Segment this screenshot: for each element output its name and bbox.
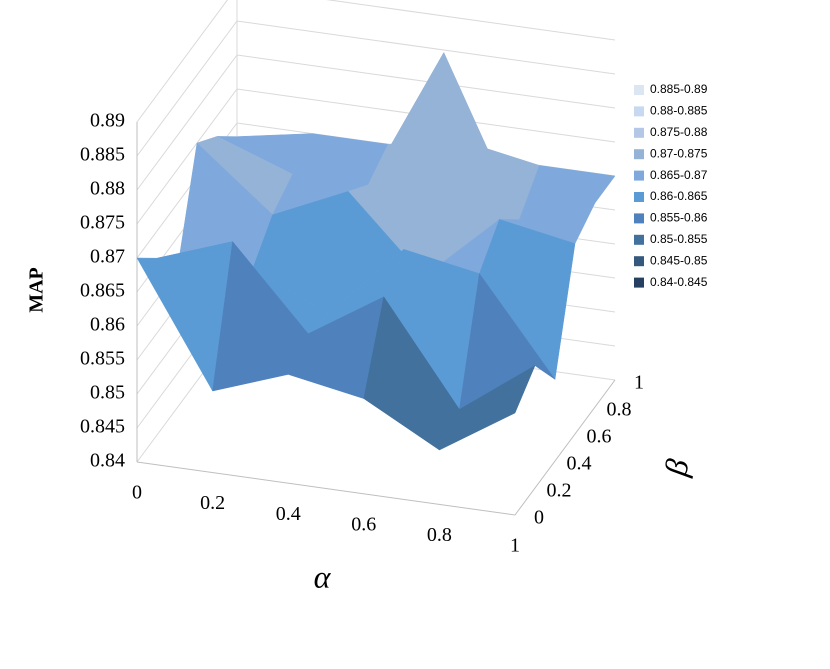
z-tick-label: 0.86 bbox=[90, 314, 125, 336]
z-tick-label: 0.875 bbox=[80, 212, 125, 234]
legend-swatch bbox=[634, 127, 644, 138]
x-tick-label: 0.2 bbox=[200, 492, 225, 514]
legend-swatch bbox=[634, 149, 644, 160]
z-tick-label: 0.88 bbox=[90, 178, 125, 200]
y-tick-label: 1 bbox=[634, 372, 644, 394]
y-tick-label: 0.8 bbox=[607, 399, 632, 421]
x-tick-label: 0.6 bbox=[351, 513, 376, 535]
y-tick-label: 0.4 bbox=[567, 453, 592, 475]
legend-label: 0.87-0.875 bbox=[650, 146, 708, 160]
grid-line bbox=[136, 20, 616, 157]
z-tick-label: 0.87 bbox=[90, 246, 125, 268]
z-tick-label: 0.885 bbox=[80, 144, 125, 166]
z-tick-label: 0.855 bbox=[80, 348, 125, 370]
legend-swatch bbox=[634, 106, 644, 117]
z-tick-label: 0.865 bbox=[80, 280, 125, 302]
z-tick-label: 0.845 bbox=[80, 416, 125, 438]
x-tick-label: 0.4 bbox=[276, 503, 301, 525]
surface-face bbox=[439, 365, 536, 451]
legend-swatch bbox=[634, 213, 644, 224]
x-tick-label: 0 bbox=[132, 482, 142, 504]
legend-swatch bbox=[634, 277, 644, 288]
y-tick-label: 0 bbox=[534, 507, 544, 529]
y-tick-label: 0.2 bbox=[547, 480, 572, 502]
floor-edge bbox=[136, 379, 616, 516]
legend-label: 0.84-0.845 bbox=[650, 275, 708, 289]
legend-swatch bbox=[634, 192, 644, 202]
x-tick-label: 0.8 bbox=[427, 524, 452, 546]
legend-swatch bbox=[634, 256, 644, 267]
legend-label: 0.865-0.87 bbox=[650, 168, 708, 182]
x-tick-label: 1 bbox=[510, 535, 520, 557]
legend-label: 0.845-0.85 bbox=[650, 253, 708, 267]
legend-swatch bbox=[634, 85, 644, 95]
z-axis-title: MAP bbox=[26, 267, 48, 313]
legend-label: 0.85-0.855 bbox=[650, 232, 708, 246]
legend-label: 0.885-0.89 bbox=[650, 82, 708, 96]
x-axis-title: α bbox=[314, 558, 332, 594]
grid-line bbox=[136, 0, 616, 123]
legend-label: 0.875-0.88 bbox=[650, 125, 708, 139]
legend-swatch bbox=[634, 170, 644, 181]
z-tick-label: 0.84 bbox=[90, 450, 125, 472]
legend-label: 0.855-0.86 bbox=[650, 211, 708, 225]
legend-label: 0.86-0.865 bbox=[650, 189, 708, 203]
legend-swatch bbox=[634, 234, 644, 245]
z-tick-label: 0.85 bbox=[90, 382, 125, 404]
z-tick-label: 0.89 bbox=[90, 110, 125, 132]
legend-label: 0.88-0.885 bbox=[650, 104, 708, 118]
y-axis-title: β bbox=[657, 456, 695, 479]
y-tick-label: 0.6 bbox=[587, 426, 612, 448]
